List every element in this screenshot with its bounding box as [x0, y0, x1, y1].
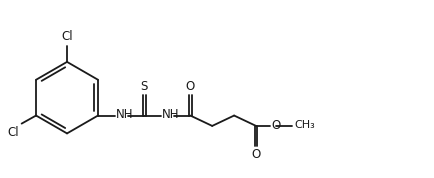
Text: O: O	[186, 80, 195, 93]
Text: NH: NH	[162, 108, 180, 121]
Text: S: S	[141, 80, 148, 93]
Text: O: O	[272, 119, 281, 132]
Text: O: O	[251, 148, 261, 161]
Text: Cl: Cl	[61, 30, 73, 43]
Text: CH₃: CH₃	[294, 120, 315, 130]
Text: NH: NH	[116, 108, 134, 121]
Text: Cl: Cl	[7, 126, 19, 139]
